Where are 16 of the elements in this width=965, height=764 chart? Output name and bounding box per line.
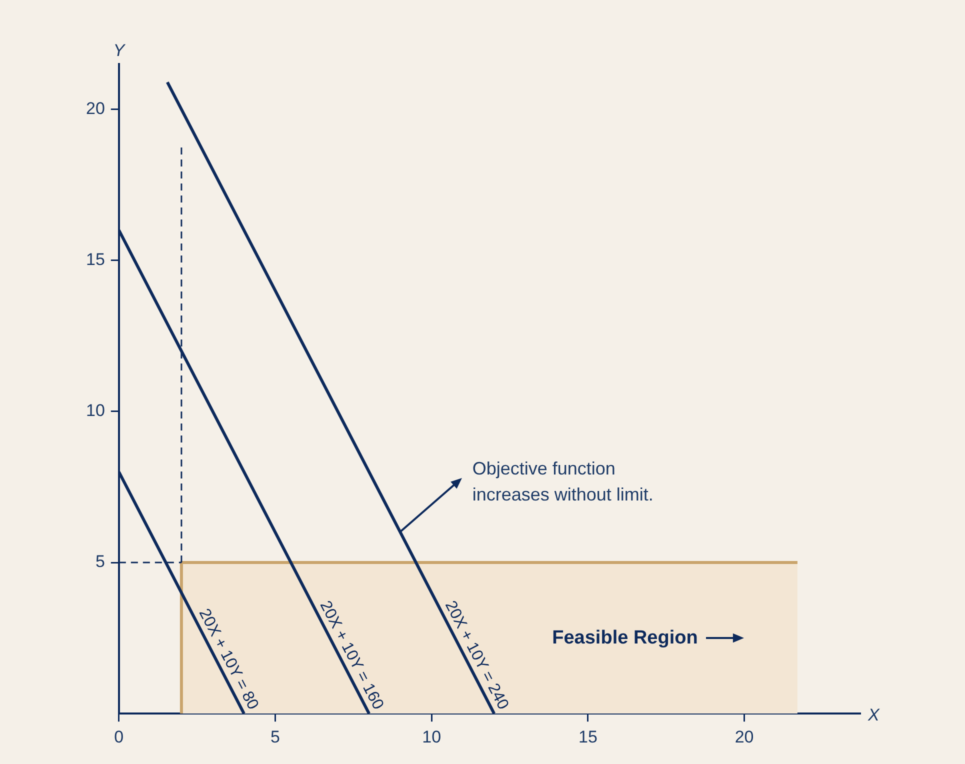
text: 20X + 10Y = 240 <box>441 598 512 712</box>
x-tick-label: 5 <box>270 727 280 746</box>
text: 20X + 10Y = 160 <box>316 598 387 712</box>
x-tick-label: 0 <box>114 727 124 746</box>
x-tick-label: 15 <box>578 727 598 746</box>
y-tick-label: 10 <box>86 401 105 420</box>
y-tick-label: 15 <box>86 250 105 270</box>
annotation: Objective function increases without limit. <box>472 458 654 504</box>
x-tick-label: 10 <box>422 727 442 746</box>
text: 20X + 10Y = 80 <box>195 606 262 712</box>
y-axis-title: Y <box>113 41 126 60</box>
annotation: Feasible Region <box>552 627 698 648</box>
y-tick-label: 20 <box>86 99 105 118</box>
x-axis-title: X <box>867 705 880 724</box>
y-tick-label: 5 <box>95 552 105 572</box>
x-tick-label: 20 <box>734 727 754 746</box>
